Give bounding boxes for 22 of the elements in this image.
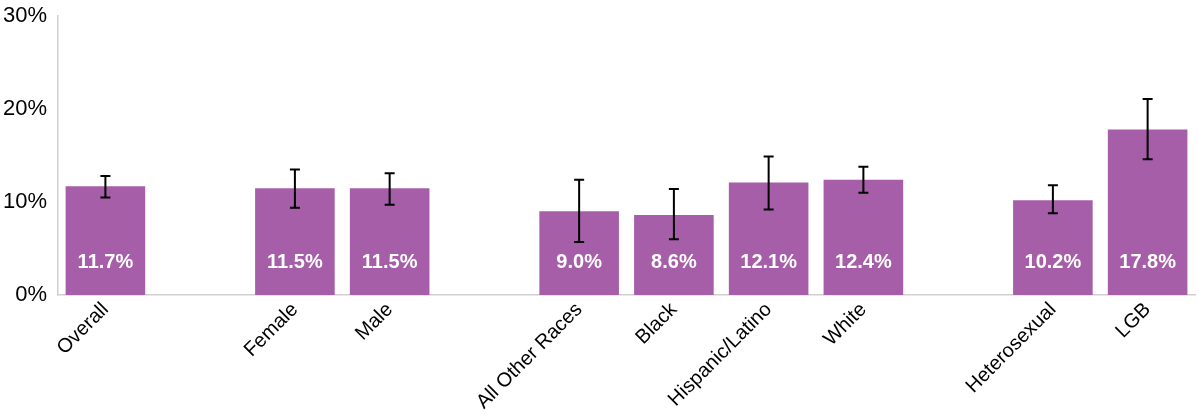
- bar: [634, 215, 714, 295]
- data-label: 11.5%: [361, 249, 418, 272]
- bar: [539, 211, 619, 295]
- data-label: 12.4%: [835, 249, 892, 272]
- bar: [1013, 200, 1093, 295]
- bar: [65, 186, 146, 295]
- data-label: 11.7%: [77, 249, 134, 272]
- y-tick-label: 10%: [2, 188, 48, 214]
- bar: [823, 179, 904, 295]
- data-label: 9.0%: [556, 249, 603, 272]
- y-tick-label: 20%: [2, 95, 48, 121]
- bar: [1107, 129, 1188, 295]
- y-tick-label: 30%: [2, 2, 48, 28]
- data-label: 12.1%: [740, 249, 798, 272]
- data-label: 10.2%: [1024, 249, 1082, 272]
- bar: [728, 182, 809, 295]
- data-label: 17.8%: [1119, 249, 1177, 272]
- y-tick-label: 0%: [15, 281, 48, 307]
- data-label: 8.6%: [651, 249, 697, 272]
- bar: [255, 188, 335, 295]
- data-label: 11.5%: [267, 249, 323, 272]
- bar: [349, 188, 430, 295]
